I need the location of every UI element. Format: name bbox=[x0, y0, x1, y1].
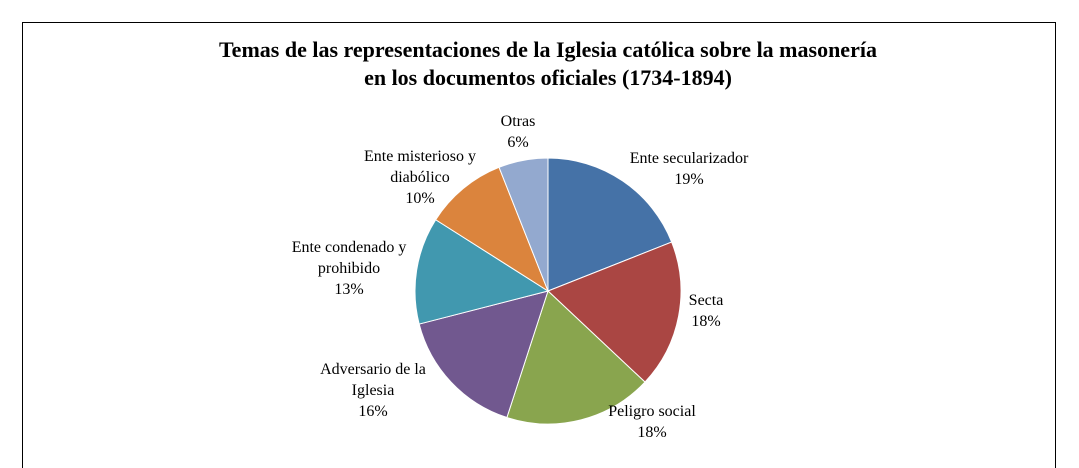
value-label: 10% bbox=[405, 190, 435, 207]
slice-label: Ente condenado y prohibido 13% bbox=[282, 237, 417, 300]
slice-label: Adversario de la Iglesia 16% bbox=[311, 359, 436, 422]
pie-slice bbox=[498, 157, 549, 292]
category-label: Adversario de la Iglesia bbox=[320, 361, 426, 399]
value-label: 6% bbox=[507, 134, 529, 151]
pie-slice bbox=[414, 219, 550, 325]
value-label: 18% bbox=[637, 424, 667, 441]
pie-slice bbox=[547, 157, 673, 292]
value-label: 13% bbox=[334, 281, 364, 298]
slice-label: Ente secularizador 19% bbox=[630, 148, 749, 190]
slice-label: Secta 18% bbox=[689, 290, 724, 332]
value-label: 18% bbox=[691, 313, 721, 330]
chart-frame bbox=[22, 22, 1056, 468]
category-label: Otras bbox=[500, 113, 536, 130]
pie-slice bbox=[435, 166, 550, 293]
category-label: Ente misterioso y diabólico bbox=[364, 148, 476, 186]
chart-title: Temas de las representaciones de la Igle… bbox=[219, 37, 877, 90]
pie-slice bbox=[506, 290, 646, 425]
slice-label: Ente misterioso y diabólico 10% bbox=[350, 146, 490, 209]
category-label: Peligro social bbox=[608, 403, 696, 420]
category-label: Ente secularizador bbox=[629, 150, 749, 167]
value-label: 16% bbox=[358, 403, 388, 420]
category-label: Secta bbox=[688, 292, 724, 309]
category-label: Ente condenado y prohibido bbox=[291, 239, 407, 277]
slice-label: Peligro social 18% bbox=[608, 401, 696, 443]
pie-slice bbox=[547, 241, 682, 383]
value-label: 19% bbox=[674, 171, 704, 188]
pie-slice bbox=[418, 290, 549, 419]
slice-label: Otras 6% bbox=[501, 111, 536, 153]
